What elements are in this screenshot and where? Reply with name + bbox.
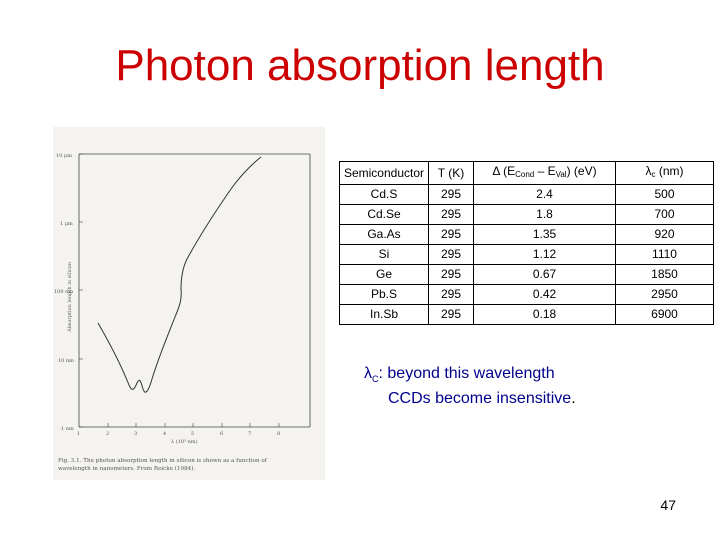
cell-cutoff: 700 [615,204,714,225]
cell-material: In.Sb [339,304,429,325]
semiconductor-table: Semiconductor T (K) Δ (ECond – EVal) (eV… [339,161,714,325]
x-axis-label: λ (10³ nm) [171,438,198,445]
y-axis-label: Absorption length in silicon [67,261,73,333]
header-temperature: T (K) [428,161,474,185]
table-header-row: Semiconductor T (K) Δ (ECond – EVal) (eV… [339,161,714,185]
figure-caption-line2: wavelength in nanometers. From Reicke (1… [58,465,195,472]
table-row: Si 295 1.12 1110 [339,244,714,265]
cell-temperature: 295 [428,244,474,265]
cell-material: Pb.S [339,284,429,305]
cell-temperature: 295 [428,304,474,325]
table-row: In.Sb 295 0.18 6900 [339,304,714,325]
cell-cutoff: 2950 [615,284,714,305]
page-number: 47 [660,497,676,513]
y-tick-label: 1 nm [61,426,74,432]
figure-y-ticks [79,153,83,428]
cell-band-gap: 0.67 [473,264,616,285]
cell-temperature: 295 [428,264,474,285]
cell-cutoff: 1110 [615,244,714,265]
table-row: Ge 295 0.67 1850 [339,264,714,285]
y-tick-label: 10 μm [56,153,72,159]
figure-x-ticks [107,423,280,427]
table-row: Cd.Se 295 1.8 700 [339,204,714,225]
header-semiconductor: Semiconductor [339,161,429,185]
cell-temperature: 295 [428,184,474,205]
delta-symbol: Δ [492,164,500,178]
x-tick-label: 3 [134,431,137,437]
slide-title: Photon absorption length [115,41,605,90]
table-row: Pb.S 295 0.42 2950 [339,284,714,305]
x-tick-label: 6 [220,431,223,437]
note-lambda-sub: C [372,374,379,385]
x-tick-label: 5 [191,431,194,437]
table-row: Cd.S 295 2.4 500 [339,184,714,205]
cell-band-gap: 2.4 [473,184,616,205]
y-tick-label: 100 nm [54,289,73,295]
cell-band-gap: 0.42 [473,284,616,305]
header-cutoff-wavelength: λc (nm) [615,161,714,185]
y-tick-label: 10 nm [58,358,74,364]
y-tick-label: 1 μm [60,221,73,227]
cell-cutoff: 920 [615,224,714,245]
absorption-curve [97,156,262,393]
x-tick-label: 2 [106,431,109,437]
note-lambda-symbol: λ [364,365,372,382]
cell-temperature: 295 [428,224,474,245]
note-line1: : beyond this wavelength [378,365,555,382]
note-line2: CCDs become insensitive. [388,390,576,408]
figure-axes [78,153,311,428]
cell-material: Cd.Se [339,204,429,225]
x-tick-label: 8 [277,431,280,437]
cell-temperature: 295 [428,204,474,225]
cell-material: Ga.As [339,224,429,245]
cell-material: Cd.S [339,184,429,205]
x-tick-label: 7 [248,431,251,437]
header-band-gap: Δ (ECond – EVal) (eV) [473,161,616,185]
cell-cutoff: 500 [615,184,714,205]
cell-cutoff: 1850 [615,264,714,285]
cell-material: Ge [339,264,429,285]
cell-band-gap: 1.8 [473,204,616,225]
cell-temperature: 295 [428,284,474,305]
lambda-symbol: λ [645,164,652,178]
figure-caption-line1: Fig. 3.1. The photon absorption length i… [58,458,268,464]
table-row: Ga.As 295 1.35 920 [339,224,714,245]
absorption-length-figure: 10 μm 1 μm 100 nm 10 nm 1 nm Absorption … [53,127,325,480]
cutoff-note: λC: beyond this wavelength CCDs become i… [364,364,576,409]
cell-band-gap: 1.12 [473,244,616,265]
cell-cutoff: 6900 [615,304,714,325]
cell-band-gap: 0.18 [473,304,616,325]
x-tick-label: 4 [163,431,166,437]
cell-band-gap: 1.35 [473,224,616,245]
cell-material: Si [339,244,429,265]
x-tick-label: 1 [77,431,80,437]
